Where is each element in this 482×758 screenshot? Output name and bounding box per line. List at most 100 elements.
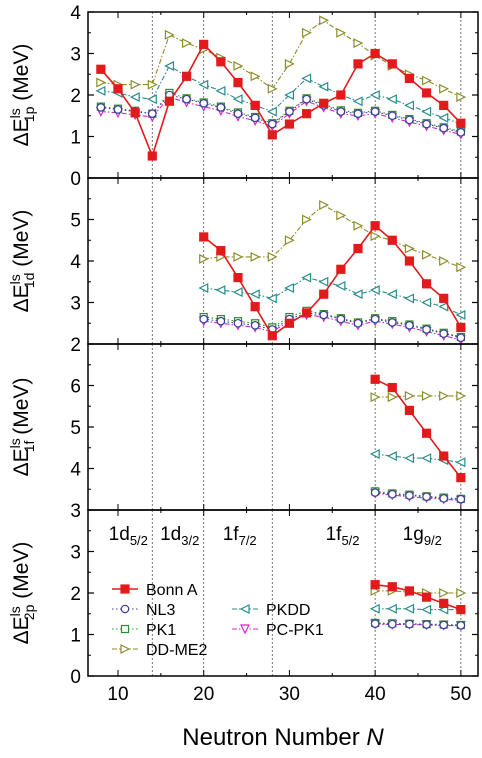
data-point [147, 79, 158, 90]
series-nl3 [96, 90, 466, 137]
data-point [113, 84, 123, 94]
series-bonn-a [370, 374, 466, 483]
series-line [100, 92, 462, 133]
data-point [216, 103, 226, 112]
data-point [199, 99, 209, 108]
data-point [387, 235, 397, 245]
data-point [405, 491, 414, 500]
data-point [266, 106, 277, 117]
series-line [100, 96, 462, 135]
series-line [375, 492, 461, 502]
series-nl3 [370, 488, 466, 504]
data-point [130, 108, 140, 118]
y-axis-label: ΔEls2p (MeV) [7, 542, 37, 645]
y-tick-label: 2 [70, 86, 81, 107]
data-point [318, 276, 329, 287]
data-point [319, 200, 330, 210]
data-point [370, 392, 381, 403]
legend-label: Bonn A [146, 582, 198, 599]
data-point [386, 451, 397, 462]
y-axis-label: ΔEls1d (MeV) [7, 210, 37, 313]
data-point [164, 60, 175, 71]
data-point [439, 588, 450, 598]
data-point [369, 603, 380, 614]
data-point [216, 57, 226, 67]
data-point [164, 96, 175, 106]
data-point [456, 473, 466, 483]
panel-1d: 2 3 4 5 ΔEls1d (MeV) [7, 177, 479, 356]
data-point [267, 130, 277, 140]
data-point [370, 221, 380, 231]
data-point [232, 94, 243, 105]
panel-2p: 0 1 2 3 ΔEls2p (MeV) [7, 509, 479, 688]
x-tick-label: 10 [107, 684, 128, 705]
data-point [404, 243, 415, 254]
data-point [199, 39, 209, 49]
series-line [100, 43, 462, 159]
data-point [267, 251, 278, 262]
series-nl3 [370, 619, 466, 630]
y-tick-label: 1 [70, 626, 81, 647]
data-point [456, 621, 466, 630]
data-point [216, 246, 226, 256]
y-axis-label: ΔEls1f (MeV) [7, 378, 37, 477]
data-point [232, 287, 243, 298]
data-point [404, 73, 415, 84]
data-point [387, 582, 397, 592]
x-tick-label: 50 [450, 684, 471, 705]
data-point [456, 92, 467, 103]
panel-frame [87, 177, 479, 345]
data-point [181, 38, 192, 49]
legend-marker [120, 624, 130, 634]
legend-entry: PC-PK1 [232, 622, 324, 639]
data-point [336, 314, 346, 324]
series-line [203, 224, 462, 337]
data-point [250, 71, 261, 82]
data-point [387, 111, 397, 121]
data-point [387, 619, 397, 629]
data-point [199, 253, 210, 264]
data-point [439, 620, 449, 630]
data-point [439, 123, 449, 133]
shell-label: 1d5/2 [109, 524, 148, 548]
y-tick-label: 5 [70, 418, 81, 439]
data-point [353, 220, 364, 231]
y-tick-label: 4 [70, 3, 81, 24]
data-point [233, 109, 243, 118]
data-point [455, 309, 466, 320]
data-point [404, 293, 415, 304]
data-point [439, 598, 449, 608]
data-point [129, 92, 140, 103]
data-point [370, 48, 380, 59]
data-point [438, 112, 449, 123]
data-point [387, 59, 397, 69]
y-tick-label: 4 [70, 460, 81, 481]
data-point [284, 283, 295, 293]
data-point [96, 103, 106, 112]
y-tick-label: 6 [70, 377, 81, 398]
data-point [319, 310, 329, 320]
y-tick-label: 0 [70, 667, 81, 688]
data-point [387, 318, 397, 327]
x-tick-label: 40 [365, 684, 386, 705]
panel-frame [87, 11, 479, 179]
y-tick-label: 3 [70, 543, 81, 564]
data-point [404, 586, 415, 596]
shell-label: 1f5/2 [326, 524, 360, 548]
shell-label: 1d3/2 [160, 524, 199, 548]
legend-marker [239, 604, 250, 614]
series-line [100, 19, 462, 98]
data-point [456, 128, 466, 137]
data-point [215, 85, 226, 96]
y-tick-label: 3 [70, 294, 81, 315]
data-point [164, 29, 175, 40]
legend-marker [120, 584, 130, 594]
data-point [422, 119, 431, 129]
y-tick-label: 3 [70, 501, 81, 522]
series-bonn-a [199, 221, 466, 341]
series-bonn-a [96, 39, 466, 161]
data-point [267, 331, 277, 341]
legend-entry: PKDD [232, 602, 310, 619]
data-point [267, 119, 277, 129]
